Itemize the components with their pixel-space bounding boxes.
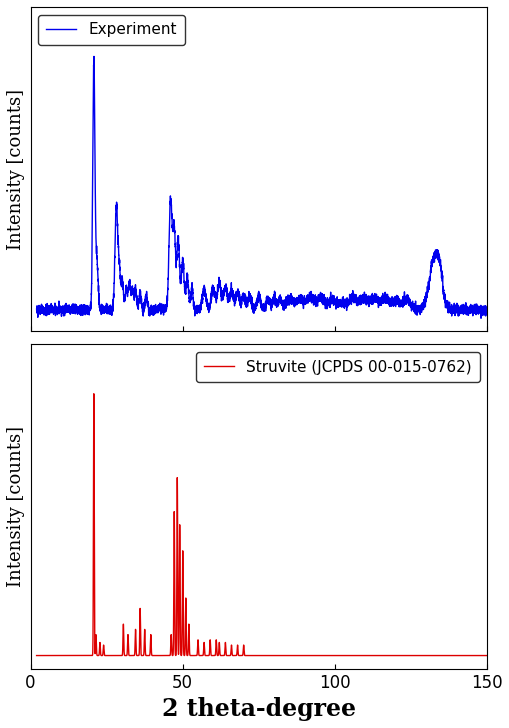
Y-axis label: Intensity [counts]: Intensity [counts] (7, 426, 25, 587)
Legend: Struvite (JCPDS 00-015-0762): Struvite (JCPDS 00-015-0762) (195, 352, 478, 382)
Legend: Experiment: Experiment (38, 15, 184, 45)
Y-axis label: Intensity [counts]: Intensity [counts] (7, 89, 25, 250)
X-axis label: 2 theta-degree: 2 theta-degree (161, 697, 355, 721)
